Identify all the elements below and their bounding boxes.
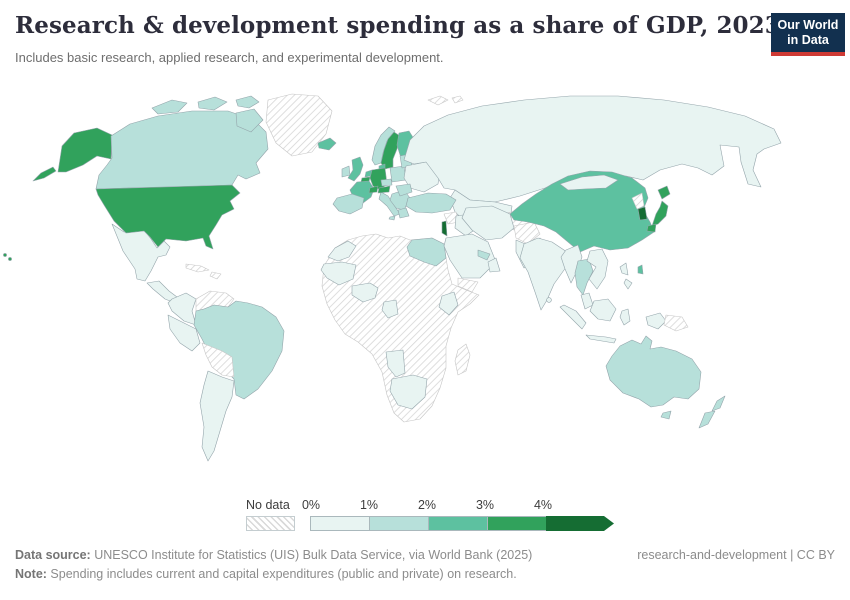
region-west-africa[interactable] (320, 261, 357, 286)
country-philippines-luzon[interactable] (619, 262, 629, 276)
country-cuba[interactable] (185, 263, 210, 273)
country-sri-lanka[interactable] (546, 297, 552, 303)
country-oman[interactable] (487, 257, 501, 273)
country-japan-honshu[interactable] (651, 200, 669, 227)
country-canada-baffin[interactable] (235, 108, 264, 133)
country-indonesia-java[interactable] (585, 334, 617, 344)
country-peru[interactable] (167, 314, 201, 352)
country-indonesia-sumatra[interactable] (559, 304, 587, 330)
region-iberia[interactable] (332, 193, 365, 215)
country-usa-alaska[interactable] (57, 127, 113, 173)
country-switzerland[interactable] (368, 185, 379, 194)
footer-source-label: Data source: (15, 548, 91, 562)
map-footer: Data source: UNESCO Institute for Statis… (15, 546, 835, 584)
country-vietnam[interactable] (586, 248, 609, 290)
country-myanmar[interactable] (560, 244, 583, 284)
footer-note-line: Note: Spending includes current and capi… (15, 565, 835, 584)
country-czechia[interactable] (380, 178, 393, 187)
country-new-zealand-north[interactable] (711, 395, 726, 412)
country-south-korea[interactable] (637, 206, 648, 221)
legend-tick-2: 2% (417, 498, 437, 512)
legend-bin-3-4[interactable] (487, 516, 546, 531)
country-saudi-arabia[interactable] (443, 233, 497, 279)
country-australia[interactable] (605, 335, 702, 408)
country-north-korea[interactable] (631, 192, 645, 210)
country-madagascar[interactable] (454, 343, 471, 376)
country-morocco[interactable] (327, 240, 357, 262)
country-poland[interactable] (389, 165, 407, 183)
region-gabon-congo[interactable] (381, 299, 399, 319)
country-egypt[interactable] (406, 237, 447, 267)
legend-bin-4-plus[interactable] (546, 516, 614, 531)
country-philippines-mindanao[interactable] (623, 278, 633, 290)
country-romania[interactable] (395, 183, 413, 197)
country-mongolia[interactable] (559, 174, 619, 191)
country-indonesia-borneo[interactable] (589, 298, 617, 322)
country-italy[interactable] (378, 191, 401, 217)
page-title: Research & development spending as a sha… (15, 12, 781, 39)
country-malaysia[interactable] (580, 292, 594, 310)
country-uae[interactable] (477, 249, 491, 261)
owid-logo[interactable]: Our World in Data (771, 13, 845, 56)
country-usa[interactable] (95, 184, 241, 250)
region-svalbard-1[interactable] (427, 95, 449, 106)
country-israel[interactable] (441, 220, 448, 237)
country-japan-hokkaido[interactable] (657, 185, 671, 200)
owid-logo-line2: in Data (787, 33, 829, 47)
page-subtitle: Includes basic research, applied researc… (15, 50, 444, 65)
legend-bin-0-1[interactable] (310, 516, 369, 531)
region-bolivia-paraguay[interactable] (201, 342, 235, 378)
country-usa-hawaii-2[interactable] (8, 257, 12, 261)
country-namibia[interactable] (385, 349, 406, 378)
cc-by-link[interactable]: research-and-development | CC BY (637, 548, 835, 562)
country-iran[interactable] (461, 205, 515, 241)
country-ireland[interactable] (341, 165, 351, 178)
country-india[interactable] (519, 237, 573, 311)
country-austria[interactable] (377, 185, 391, 194)
country-kenya[interactable] (438, 291, 459, 316)
no-data-swatch[interactable] (246, 516, 295, 531)
country-japan-kyushu[interactable] (646, 223, 657, 233)
country-turkey[interactable] (405, 192, 457, 214)
country-canada[interactable] (95, 110, 269, 190)
country-greece[interactable] (397, 207, 410, 219)
region-africa-interior[interactable] (321, 233, 480, 423)
country-south-africa[interactable] (389, 374, 428, 410)
legend-bin-2-3[interactable] (428, 516, 487, 531)
country-italy-sicily[interactable] (388, 215, 396, 221)
footer-source-line: Data source: UNESCO Institute for Statis… (15, 546, 835, 565)
legend-tick-3: 3% (475, 498, 495, 512)
country-usa-aleutians[interactable] (32, 166, 57, 182)
legend-bin-1-2[interactable] (369, 516, 428, 531)
country-canada-arctic-3[interactable] (235, 95, 260, 109)
country-iceland[interactable] (317, 137, 337, 151)
no-data-label: No data (246, 498, 290, 512)
country-canada-arctic-2[interactable] (197, 96, 228, 111)
country-taiwan[interactable] (637, 264, 644, 275)
country-hispaniola[interactable] (209, 271, 222, 280)
country-new-zealand-south[interactable] (698, 410, 716, 429)
country-australia-tasmania[interactable] (660, 410, 672, 420)
country-nigeria[interactable] (351, 282, 379, 303)
legend-tick-0: 0% (301, 498, 321, 512)
region-argentina-chile[interactable] (199, 370, 235, 462)
country-usa-hawaii-1[interactable] (3, 253, 7, 257)
footer-note-text: Spending includes current and capital ex… (46, 567, 517, 581)
legend-tick-4: 4% (533, 498, 553, 512)
country-yemen[interactable] (457, 277, 479, 293)
country-papua-new-guinea[interactable] (663, 314, 689, 332)
country-uk[interactable] (347, 156, 364, 182)
owid-logo-line1: Our World (777, 18, 839, 32)
country-indonesia-sulawesi[interactable] (619, 308, 631, 326)
footer-source-text: UNESCO Institute for Statistics (UIS) Bu… (90, 548, 533, 562)
world-choropleth-map (3, 93, 782, 462)
region-svalbard-2[interactable] (451, 95, 464, 104)
country-indonesia-papua[interactable] (645, 312, 667, 330)
legend-color-bar (310, 516, 614, 531)
footer-note-label: Note: (15, 567, 47, 581)
legend-tick-1: 1% (359, 498, 379, 512)
map-legend: No data 0% 1% 2% 3% 4% (0, 498, 850, 534)
country-canada-arctic-1[interactable] (151, 99, 188, 115)
